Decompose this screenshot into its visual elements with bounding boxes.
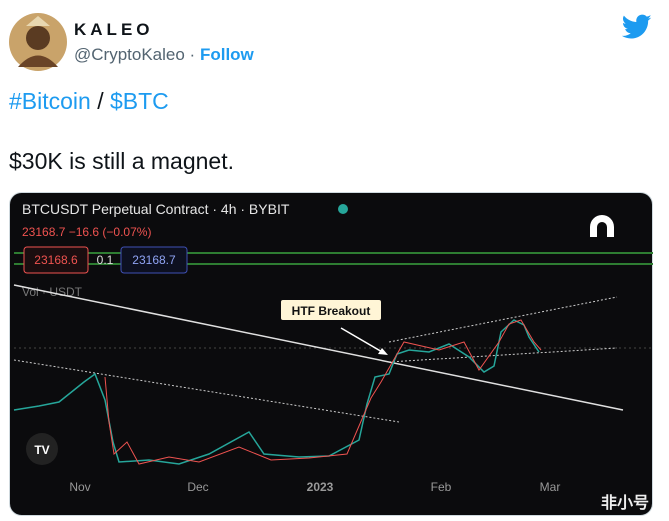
- tweet-text: $30K is still a magnet.: [9, 148, 235, 174]
- x-label: 2023: [307, 480, 334, 494]
- x-label: Dec: [187, 480, 208, 494]
- watermark: 非小号: [601, 493, 649, 512]
- annotation: HTF Breakout: [292, 304, 371, 318]
- separator: ·: [189, 45, 196, 64]
- chart-image[interactable]: BTCUSDT Perpetual Contract · 4h · BYBIT …: [9, 192, 653, 516]
- bid: 23168.6: [34, 253, 78, 267]
- arrow: [340, 327, 385, 354]
- channel-top: [388, 296, 618, 343]
- ask-box[interactable]: [120, 246, 188, 274]
- avatar[interactable]: [8, 12, 68, 72]
- author-line: @CryptoKaleo · Follow: [74, 45, 254, 65]
- bid-box[interactable]: [23, 246, 89, 274]
- twitter-logo[interactable]: [622, 14, 652, 40]
- image-title: BTCUSDT Perpetual Contract · 4h · BYBIT: [22, 201, 290, 217]
- x-label: Mar: [540, 480, 561, 494]
- price-path: [104, 319, 542, 465]
- price-line: 23168.7 −16.6 (−0.07%): [22, 225, 151, 239]
- follow-button[interactable]: Follow: [199, 45, 254, 64]
- x-label: Feb: [431, 480, 452, 494]
- app-logo: [590, 215, 614, 237]
- author-handle[interactable]: @CryptoKaleo: [74, 45, 185, 64]
- tv-logo: [26, 433, 58, 465]
- hashtag[interactable]: #Bitcoin: [9, 88, 91, 114]
- trend-line: [13, 359, 400, 423]
- author-name[interactable]: KALEO: [74, 20, 154, 39]
- cashtag[interactable]: $BTC: [110, 88, 169, 114]
- trend-line: [13, 284, 624, 411]
- status-dot: [338, 204, 348, 214]
- price-path: [13, 319, 540, 465]
- spread: 0.1: [97, 253, 114, 267]
- x-label: Nov: [69, 480, 90, 494]
- arrow-head: [378, 348, 388, 355]
- tv-logo-text: TV: [34, 443, 49, 457]
- tag-separator: /: [97, 88, 104, 114]
- annotation-box: [281, 300, 381, 320]
- tweet-tags: #Bitcoin / $BTC: [9, 88, 169, 115]
- ask: 23168.7: [132, 253, 176, 267]
